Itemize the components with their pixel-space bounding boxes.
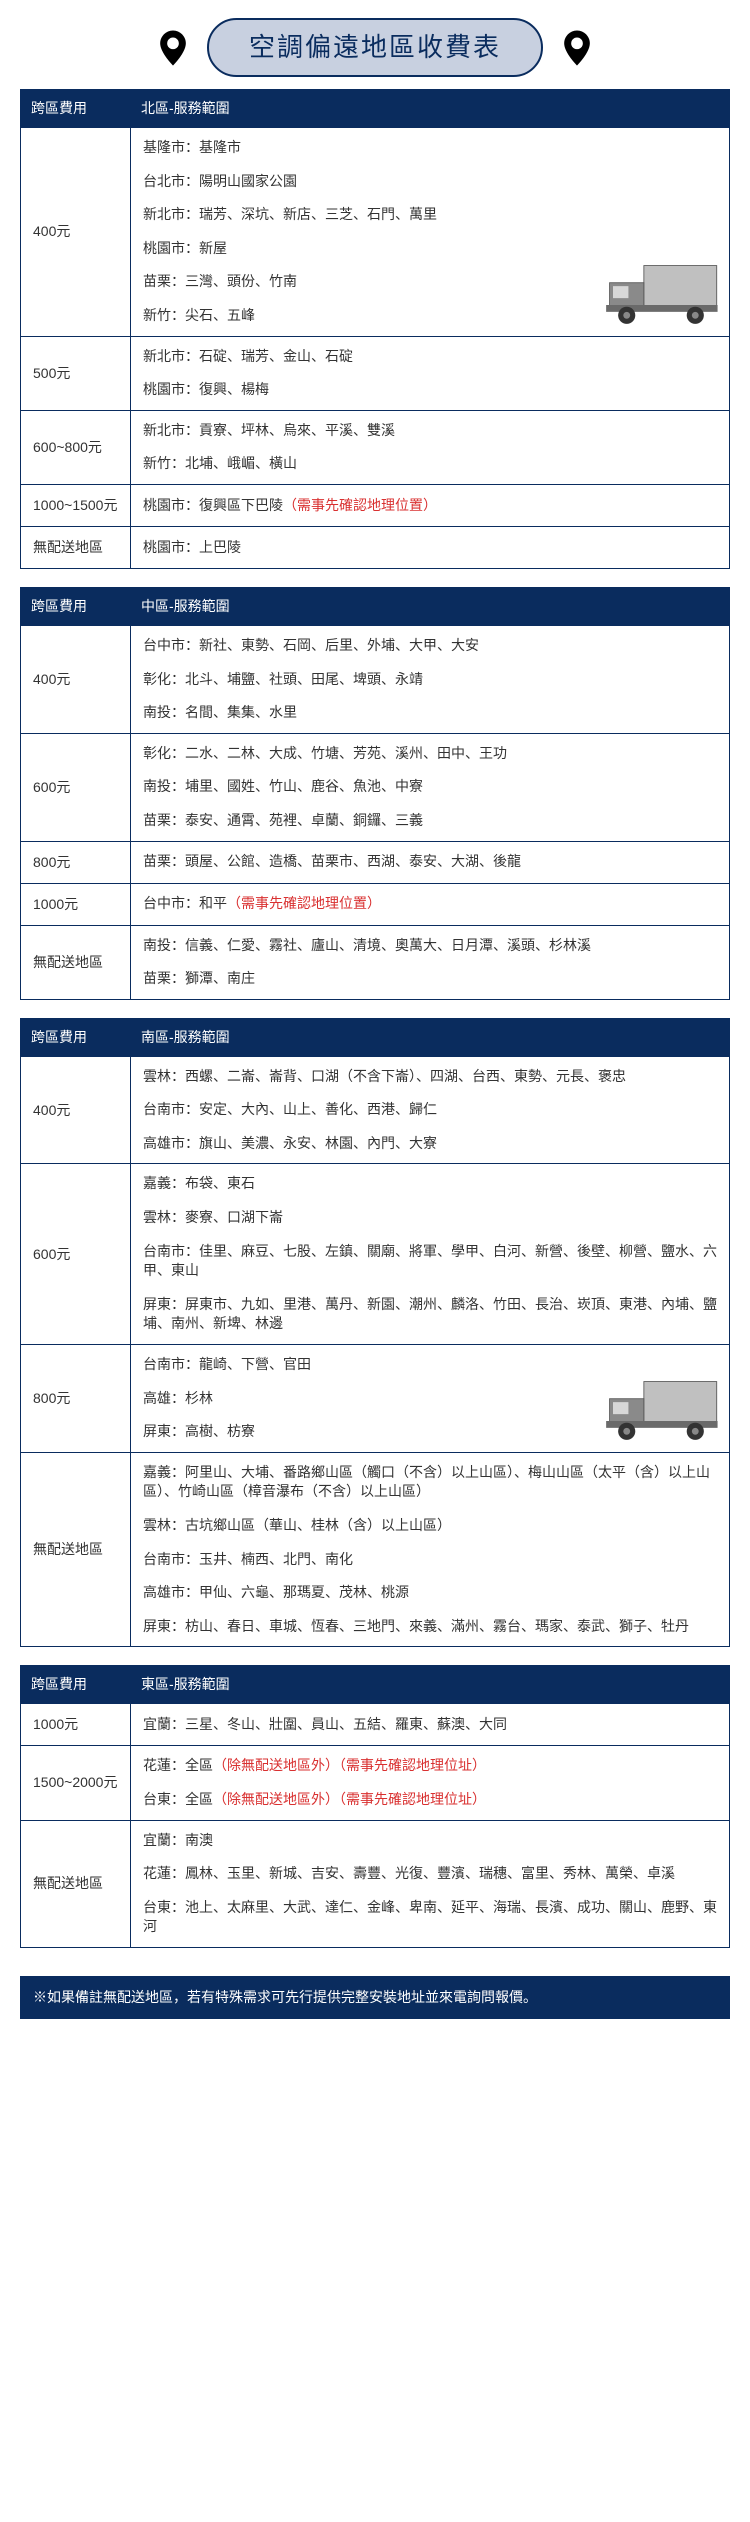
- location-pin-icon: [563, 30, 591, 66]
- col-region: 東區-服務範圍: [131, 1666, 730, 1704]
- area-cell: 南投：信義、仁愛、霧社、廬山、清境、奧萬大、日月潭、溪頭、杉林溪苗栗：獅潭、南庄: [131, 925, 730, 999]
- area-line: 台南市：龍崎、下營、官田: [143, 1355, 717, 1375]
- col-region: 中區-服務範圍: [131, 587, 730, 625]
- note-red: （除無配送地區外）（需事先確認地理位址）: [213, 1757, 486, 1773]
- north-table: 跨區費用北區-服務範圍 400元基隆市：基隆市台北市：陽明山國家公園新北市：瑞芳…: [20, 89, 730, 569]
- area-line: 苗栗：獅潭、南庄: [143, 969, 717, 989]
- area-line: 嘉義：阿里山、大埔、番路鄉山區（觸口（不含）以上山區）、梅山山區（太平（含）以上…: [143, 1463, 717, 1502]
- fee-cell: 600~800元: [21, 410, 131, 484]
- area-line: 基隆市：基隆市: [143, 138, 717, 158]
- area-cell: 台中市：新社、東勢、石岡、后里、外埔、大甲、大安彰化：北斗、埔鹽、社頭、田尾、埤…: [131, 625, 730, 733]
- fee-cell: 400元: [21, 625, 131, 733]
- header-row: 空調偏遠地區收費表: [0, 0, 750, 89]
- area-line: 台中市：新社、東勢、石岡、后里、外埔、大甲、大安: [143, 636, 717, 656]
- area-cell: 嘉義：阿里山、大埔、番路鄉山區（觸口（不含）以上山區）、梅山山區（太平（含）以上…: [131, 1452, 730, 1647]
- area-line: 花蓮：全區（除無配送地區外）（需事先確認地理位址）: [143, 1756, 717, 1776]
- area-cell: 宜蘭：南澳花蓮：鳳林、玉里、新城、吉安、壽豐、光復、豐濱、瑞穗、富里、秀林、萬榮…: [131, 1820, 730, 1947]
- location-pin-icon: [159, 30, 187, 66]
- area-line: 屏東：枋山、春日、車城、恆春、三地門、來義、滿州、霧台、瑪家、泰武、獅子、牡丹: [143, 1617, 717, 1637]
- fee-cell: 1000~1500元: [21, 484, 131, 526]
- area-line: 台中市：和平（需事先確認地理位置）: [143, 894, 717, 914]
- area-line: 桃園市：新屋: [143, 239, 717, 259]
- note-red: （除無配送地區外）（需事先確認地理位址）: [213, 1791, 486, 1807]
- col-fee: 跨區費用: [21, 1018, 131, 1056]
- truck-icon: [601, 1374, 721, 1444]
- area-cell: 桃園市：上巴陵: [131, 526, 730, 568]
- area-cell: 宜蘭：三星、冬山、壯圍、員山、五結、羅東、蘇澳、大同: [131, 1704, 730, 1746]
- fee-cell: 800元: [21, 1345, 131, 1453]
- col-fee: 跨區費用: [21, 587, 131, 625]
- area-line: 台南市：玉井、楠西、北門、南化: [143, 1550, 717, 1570]
- area-cell: 新北市：貢寮、坪林、烏來、平溪、雙溪新竹：北埔、峨嵋、橫山: [131, 410, 730, 484]
- area-line: 高雄市：旗山、美濃、永安、林園、內門、大寮: [143, 1134, 717, 1154]
- area-line: 雲林：西螺、二崙、崙背、口湖（不含下崙）、四湖、台西、東勢、元長、褒忠: [143, 1067, 717, 1087]
- area-line: 屏東：屏東市、九如、里港、萬丹、新園、潮州、麟洛、竹田、長治、崁頂、東港、內埔、…: [143, 1295, 717, 1334]
- area-line: 新北市：貢寮、坪林、烏來、平溪、雙溪: [143, 421, 717, 441]
- area-line: 嘉義：布袋、東石: [143, 1174, 717, 1194]
- area-line: 新竹：北埔、峨嵋、橫山: [143, 454, 717, 474]
- tables-container: 跨區費用北區-服務範圍 400元基隆市：基隆市台北市：陽明山國家公園新北市：瑞芳…: [0, 89, 750, 1976]
- area-line: 台南市：佳里、麻豆、七股、左鎮、關廟、將軍、學甲、白河、新營、後壁、柳營、鹽水、…: [143, 1242, 717, 1281]
- fee-cell: 無配送地區: [21, 925, 131, 999]
- fee-cell: 600元: [21, 1164, 131, 1345]
- fee-cell: 400元: [21, 128, 131, 337]
- truck-icon: [601, 258, 721, 328]
- area-line: 雲林：麥寮、口湖下崙: [143, 1208, 717, 1228]
- area-cell: 嘉義：布袋、東石雲林：麥寮、口湖下崙台南市：佳里、麻豆、七股、左鎮、關廟、將軍、…: [131, 1164, 730, 1345]
- area-line: 雲林：古坑鄉山區（華山、桂林（含）以上山區）: [143, 1516, 717, 1536]
- central-table: 跨區費用中區-服務範圍 400元台中市：新社、東勢、石岡、后里、外埔、大甲、大安…: [20, 587, 730, 1000]
- area-line: 宜蘭：三星、冬山、壯圍、員山、五結、羅東、蘇澳、大同: [143, 1715, 717, 1735]
- fee-cell: 600元: [21, 733, 131, 841]
- area-line: 高雄市：甲仙、六龜、那瑪夏、茂林、桃源: [143, 1583, 717, 1603]
- area-line: 宜蘭：南澳: [143, 1831, 717, 1851]
- area-cell: 基隆市：基隆市台北市：陽明山國家公園新北市：瑞芳、深坑、新店、三芝、石門、萬里桃…: [131, 128, 730, 337]
- area-line: 南投：信義、仁愛、霧社、廬山、清境、奧萬大、日月潭、溪頭、杉林溪: [143, 936, 717, 956]
- area-line: 台南市：安定、大內、山上、善化、西港、歸仁: [143, 1100, 717, 1120]
- area-cell: 苗栗：頭屋、公館、造橋、苗栗市、西湖、泰安、大湖、後龍: [131, 841, 730, 883]
- area-line: 桃園市：復興、楊梅: [143, 380, 717, 400]
- col-region: 南區-服務範圍: [131, 1018, 730, 1056]
- area-line: 彰化：二水、二林、大成、竹塘、芳苑、溪州、田中、王功: [143, 744, 717, 764]
- area-line: 台東：池上、太麻里、大武、達仁、金峰、卑南、延平、海瑞、長濱、成功、關山、鹿野、…: [143, 1898, 717, 1937]
- note-red: （需事先確認地理位置）: [283, 497, 437, 513]
- area-cell: 花蓮：全區（除無配送地區外）（需事先確認地理位址） 台東：全區（除無配送地區外）（…: [131, 1746, 730, 1820]
- fee-cell: 1000元: [21, 883, 131, 925]
- fee-cell: 400元: [21, 1056, 131, 1164]
- east-table: 跨區費用東區-服務範圍 1000元宜蘭：三星、冬山、壯圍、員山、五結、羅東、蘇澳…: [20, 1665, 730, 1948]
- area-line: 苗栗：泰安、通霄、苑裡、卓蘭、銅鑼、三義: [143, 811, 717, 831]
- fee-cell: 800元: [21, 841, 131, 883]
- area-line: 新北市：石碇、瑞芳、金山、石碇: [143, 347, 717, 367]
- area-line: 桃園市：復興區下巴陵（需事先確認地理位置）: [143, 496, 717, 516]
- fee-cell: 1000元: [21, 1704, 131, 1746]
- fee-cell: 500元: [21, 336, 131, 410]
- col-fee: 跨區費用: [21, 90, 131, 128]
- fee-cell: 1500~2000元: [21, 1746, 131, 1820]
- area-line: 新北市：瑞芳、深坑、新店、三芝、石門、萬里: [143, 205, 717, 225]
- area-cell: 桃園市：復興區下巴陵（需事先確認地理位置）: [131, 484, 730, 526]
- fee-cell: 無配送地區: [21, 526, 131, 568]
- fee-cell: 無配送地區: [21, 1820, 131, 1947]
- note-red: （需事先確認地理位置）: [227, 895, 381, 911]
- area-cell: 新北市：石碇、瑞芳、金山、石碇桃園市：復興、楊梅: [131, 336, 730, 410]
- area-line: 台北市：陽明山國家公園: [143, 172, 717, 192]
- area-cell: 雲林：西螺、二崙、崙背、口湖（不含下崙）、四湖、台西、東勢、元長、褒忠台南市：安…: [131, 1056, 730, 1164]
- area-line: 彰化：北斗、埔鹽、社頭、田尾、埤頭、永靖: [143, 670, 717, 690]
- area-cell: 彰化：二水、二林、大成、竹塘、芳苑、溪州、田中、王功南投：埔里、國姓、竹山、鹿谷…: [131, 733, 730, 841]
- col-region: 北區-服務範圍: [131, 90, 730, 128]
- area-line: 台東：全區（除無配送地區外）（需事先確認地理位址）: [143, 1790, 717, 1810]
- area-line: 南投：名間、集集、水里: [143, 703, 717, 723]
- area-line: 苗栗：頭屋、公館、造橋、苗栗市、西湖、泰安、大湖、後龍: [143, 852, 717, 872]
- fee-cell: 無配送地區: [21, 1452, 131, 1647]
- area-cell: 台中市：和平（需事先確認地理位置）: [131, 883, 730, 925]
- area-line: 桃園市：上巴陵: [143, 538, 717, 558]
- footer-note: ※如果備註無配送地區，若有特殊需求可先行提供完整安裝地址並來電詢問報價。: [20, 1976, 730, 2019]
- south-table: 跨區費用南區-服務範圍 400元雲林：西螺、二崙、崙背、口湖（不含下崙）、四湖、…: [20, 1018, 730, 1648]
- col-fee: 跨區費用: [21, 1666, 131, 1704]
- area-line: 花蓮：鳳林、玉里、新城、吉安、壽豐、光復、豐濱、瑞穗、富里、秀林、萬榮、卓溪: [143, 1864, 717, 1884]
- area-line: 南投：埔里、國姓、竹山、鹿谷、魚池、中寮: [143, 777, 717, 797]
- area-cell: 台南市：龍崎、下營、官田高雄：杉林屏東：高樹、枋寮: [131, 1345, 730, 1453]
- page-title: 空調偏遠地區收費表: [207, 18, 543, 77]
